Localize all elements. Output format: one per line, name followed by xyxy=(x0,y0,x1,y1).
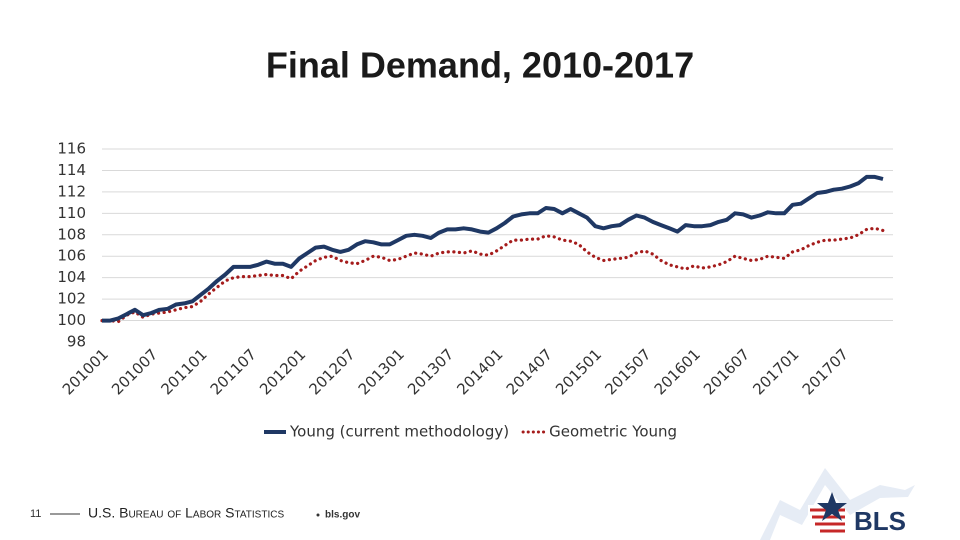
x-tick-label: 201601 xyxy=(651,345,704,398)
legend-label: Geometric Young xyxy=(549,423,677,441)
y-tick-label: 102 xyxy=(57,290,86,308)
footer-site: bls.gov xyxy=(325,510,360,521)
logo-text: BLS xyxy=(854,506,906,536)
series-line xyxy=(100,226,885,324)
x-tick-label: 201607 xyxy=(700,345,753,398)
y-tick-label: 100 xyxy=(57,311,86,329)
x-tick-label: 201701 xyxy=(749,345,802,398)
footer-agency: U.S. Bureau of Labor Statistics xyxy=(88,505,284,521)
x-tick-label: 201407 xyxy=(503,345,556,398)
legend-label: Young (current methodology) xyxy=(289,423,509,441)
x-tick-label: 201201 xyxy=(256,345,309,398)
y-tick-label: 112 xyxy=(57,182,86,200)
footer-dot xyxy=(316,513,320,517)
page-number: 11 xyxy=(30,508,41,520)
logo-star xyxy=(817,492,847,521)
y-tick-label: 116 xyxy=(57,140,86,158)
chart-title: Final Demand, 2010-2017 xyxy=(266,45,694,86)
x-tick-label: 201401 xyxy=(453,345,506,398)
x-tick-label: 201007 xyxy=(108,345,161,398)
x-tick-label: 201707 xyxy=(799,345,852,398)
x-tick-label: 201501 xyxy=(552,345,605,398)
logo-swoosh xyxy=(760,468,915,540)
x-tick-label: 201101 xyxy=(157,345,210,398)
x-tick-label: 201001 xyxy=(59,345,112,398)
y-tick-label: 106 xyxy=(57,247,86,265)
y-tick-label: 114 xyxy=(57,161,86,179)
y-tick-label: 108 xyxy=(57,225,86,243)
x-tick-label: 201207 xyxy=(305,345,358,398)
x-tick-label: 201107 xyxy=(207,345,260,398)
x-tick-label: 201507 xyxy=(601,345,654,398)
bls-logo: BLS xyxy=(760,468,915,540)
y-tick-label: 98 xyxy=(67,333,86,351)
y-tick-label: 104 xyxy=(57,268,86,286)
y-tick-label: 110 xyxy=(57,204,86,222)
plot-area: 98 100 102 104 106 108 110 112 114 116 20100120100… xyxy=(57,140,893,441)
x-tick-label: 201307 xyxy=(404,345,457,398)
series-line xyxy=(102,174,884,323)
x-tick-label: 201301 xyxy=(355,345,408,398)
